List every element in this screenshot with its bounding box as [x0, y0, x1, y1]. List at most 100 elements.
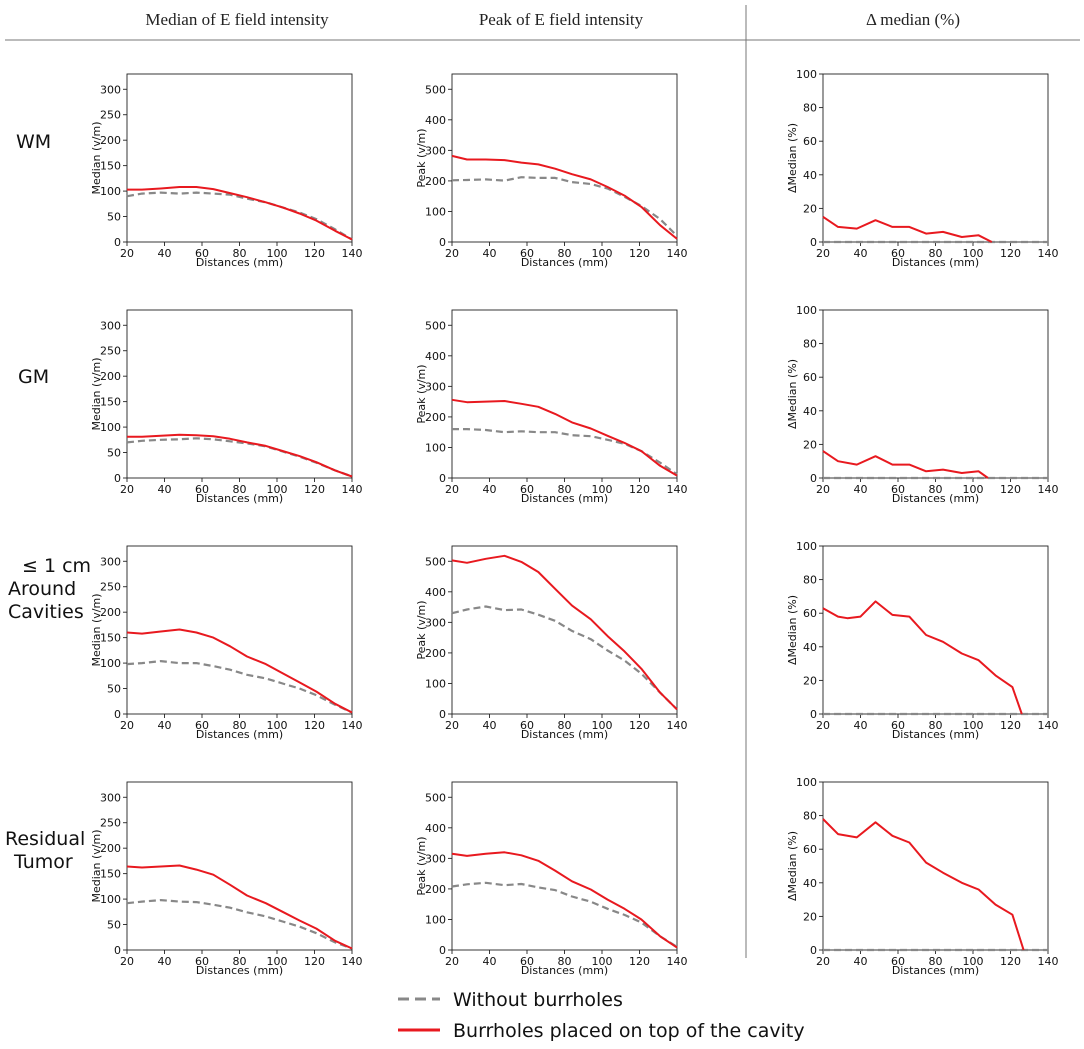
- x-tick-label: 100: [963, 719, 984, 732]
- x-axis-label: Distances (mm): [196, 728, 283, 741]
- y-tick-label: 40: [803, 641, 817, 654]
- y-tick-label: 300: [100, 83, 121, 96]
- x-tick-label: 140: [667, 483, 688, 496]
- x-tick-label: 80: [233, 955, 247, 968]
- x-tick-label: 20: [120, 247, 134, 260]
- y-axis-label: Peak (v/m): [415, 128, 428, 187]
- x-tick-label: 100: [267, 955, 288, 968]
- x-tick-label: 20: [445, 719, 459, 732]
- y-tick-label: 200: [425, 883, 446, 896]
- y-tick-label: 100: [796, 304, 817, 317]
- x-tick-label: 140: [342, 483, 363, 496]
- series-line-without-burrholes: [126, 659, 353, 714]
- y-tick-label: 150: [100, 160, 121, 173]
- x-axis-label: Distances (mm): [196, 256, 283, 269]
- y-tick-label: 0: [439, 944, 446, 957]
- x-tick-label: 120: [629, 955, 650, 968]
- x-tick-label: 40: [483, 719, 497, 732]
- y-tick-label: 50: [107, 211, 121, 224]
- legend-label-burrholes: Burrholes placed on top of the cavity: [453, 1020, 805, 1042]
- y-tick-label: 100: [100, 893, 121, 906]
- series-line-burrholes-placed-on-top-of-the-cavity: [451, 398, 678, 477]
- panel-gm-peak-of-e-field-intensity: 20 40 60 80 100 120 140 0 100 200 300 400 500 Distanc…: [415, 309, 688, 505]
- x-tick-label: 20: [816, 483, 830, 496]
- x-tick-label: 140: [667, 247, 688, 260]
- x-tick-label: 80: [233, 483, 247, 496]
- y-tick-label: 100: [100, 657, 121, 670]
- y-tick-label: 500: [425, 83, 446, 96]
- panel-1-cm-around-cavities-median-frame: [822, 545, 1049, 715]
- x-axis-label: Distances (mm): [521, 256, 608, 269]
- y-tick-label: 500: [425, 791, 446, 804]
- y-tick-label: 0: [114, 708, 121, 721]
- y-tick-label: 0: [114, 236, 121, 249]
- y-tick-label: 40: [803, 169, 817, 182]
- x-tick-label: 40: [854, 719, 868, 732]
- series-line-burrholes-placed-on-top-of-the-cavity: [451, 154, 678, 240]
- series-line-burrholes-placed-on-top-of-the-cavity: [822, 450, 989, 479]
- y-tick-label: 250: [100, 817, 121, 830]
- x-tick-label: 80: [233, 247, 247, 260]
- y-axis-label: Peak (v/m): [415, 836, 428, 895]
- x-tick-label: 120: [629, 247, 650, 260]
- series-line-burrholes-placed-on-top-of-the-cavity: [127, 186, 353, 241]
- panel-1-cm-around-cavities-median-of-e-field-intensity: 20 40 60 80 100 120 140 0 50 100 150 200 250 300 Dista…: [90, 545, 363, 741]
- y-tick-label: 150: [100, 868, 121, 881]
- y-tick-label: 100: [425, 677, 446, 690]
- y-tick-label: 100: [100, 185, 121, 198]
- y-tick-label: 500: [425, 555, 446, 568]
- y-tick-label: 0: [810, 944, 817, 957]
- chart-panels: 20 40 60 80 100 120 140050100150200250300Dista…: [90, 68, 1059, 977]
- x-tick-label: 80: [558, 719, 572, 732]
- x-tick-label: 80: [929, 719, 943, 732]
- y-tick-label: 100: [796, 776, 817, 789]
- panel-1-cm-around-cavities-peak-of-e-field-intensity: 20 40 60 80 100 120 140 0 100 200 300 400 500 Distanc…: [415, 545, 688, 741]
- y-tick-label: 500: [425, 319, 446, 332]
- panel-gm-median-of-e-field-intensity: 20 40 60 80 100 120 140 0 50 100 150 200 250 300 Dista…: [90, 309, 363, 505]
- y-tick-label: 300: [425, 852, 446, 865]
- x-tick-label: 60: [891, 483, 905, 496]
- y-tick-label: 0: [114, 472, 121, 485]
- x-tick-label: 100: [592, 719, 613, 732]
- column-header-peak: Peak of E field intensity: [479, 10, 644, 29]
- x-tick-label: 140: [342, 247, 363, 260]
- x-tick-label: 20: [816, 955, 830, 968]
- x-tick-label: 120: [1000, 719, 1021, 732]
- y-tick-label: 80: [803, 574, 817, 587]
- panel-wm-peak-of-e-field-intensity: 20 40 60 80 100 120 140 0 100 200 300 400 500 Distanc…: [415, 73, 688, 269]
- y-tick-label: 80: [803, 810, 817, 823]
- x-tick-label: 60: [520, 719, 534, 732]
- y-tick-label: 40: [803, 877, 817, 890]
- column-header-delta: Δ median (%): [866, 10, 960, 29]
- y-tick-label: 100: [796, 68, 817, 81]
- series-line-without-burrholes: [126, 191, 353, 241]
- y-axis-label: ΔMedian (%): [786, 831, 799, 901]
- x-tick-label: 80: [558, 247, 572, 260]
- y-axis-label: Median (v/m): [90, 357, 103, 430]
- panel-residual-tumor-median-frame: [822, 781, 1049, 951]
- x-tick-label: 140: [342, 719, 363, 732]
- x-tick-label: 40: [158, 247, 172, 260]
- y-tick-label: 100: [425, 913, 446, 926]
- x-tick-label: 60: [520, 483, 534, 496]
- x-tick-label: 40: [854, 955, 868, 968]
- y-tick-label: 400: [425, 822, 446, 835]
- y-tick-label: 0: [810, 708, 817, 721]
- series-line-burrholes-placed-on-top-of-the-cavity: [822, 818, 1025, 951]
- x-tick-label: 20: [445, 247, 459, 260]
- x-tick-label: 40: [158, 719, 172, 732]
- y-tick-label: 300: [100, 555, 121, 568]
- x-tick-label: 140: [1038, 719, 1059, 732]
- series-line-without-burrholes: [451, 881, 678, 948]
- y-tick-label: 50: [107, 919, 121, 932]
- x-tick-label: 60: [195, 955, 209, 968]
- row-label-wm: WM: [16, 131, 51, 153]
- x-tick-label: 40: [158, 955, 172, 968]
- y-tick-label: 0: [439, 236, 446, 249]
- y-tick-label: 0: [114, 944, 121, 957]
- row-label-tumor-2: Tumor: [13, 851, 73, 873]
